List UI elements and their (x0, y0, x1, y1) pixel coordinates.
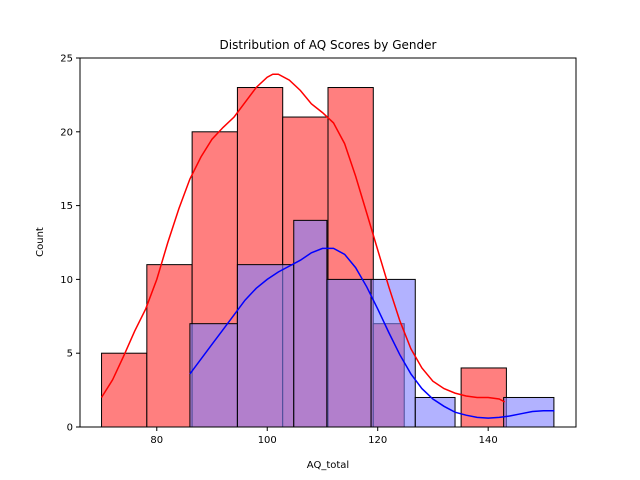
bar-series1-bin0 (189, 323, 238, 428)
y-tick-label-5: 25 (60, 54, 73, 65)
kde-layer (100, 73, 555, 419)
y-axis-label: Count (35, 227, 46, 257)
bar-series1-bin3 (326, 278, 372, 428)
axes-layer: 80 100 120 140 0 5 10 15 20 25 (60, 54, 577, 446)
x-tick-label-2: 120 (368, 435, 387, 446)
bar-series1-bin4 (370, 278, 416, 428)
chart-title: Distribution of AQ Scores by Gender (220, 38, 437, 52)
bar-series1-bin2 (293, 219, 328, 428)
plot-frame (79, 57, 577, 428)
y-tick-label-0: 0 (67, 423, 73, 434)
bars-layer (101, 87, 555, 428)
x-tick-label-3: 140 (479, 435, 498, 446)
y-tick-label-1: 5 (67, 349, 73, 360)
bar-series1-bin1 (236, 264, 295, 428)
bar-series1-bin5 (414, 396, 456, 428)
bar-series0-bin0 (101, 352, 148, 428)
x-tick-label-1: 100 (258, 435, 277, 446)
kde-line-series0 (100, 73, 506, 403)
y-tick-label-4: 20 (60, 127, 73, 138)
x-axis-label: AQ_total (307, 460, 349, 471)
y-tick-label-2: 10 (60, 275, 73, 286)
kde-line-series1 (189, 247, 555, 419)
bar-series0-bin1 (146, 264, 193, 428)
x-tick-label-0: 80 (150, 435, 163, 446)
y-tick-label-3: 15 (60, 201, 73, 212)
